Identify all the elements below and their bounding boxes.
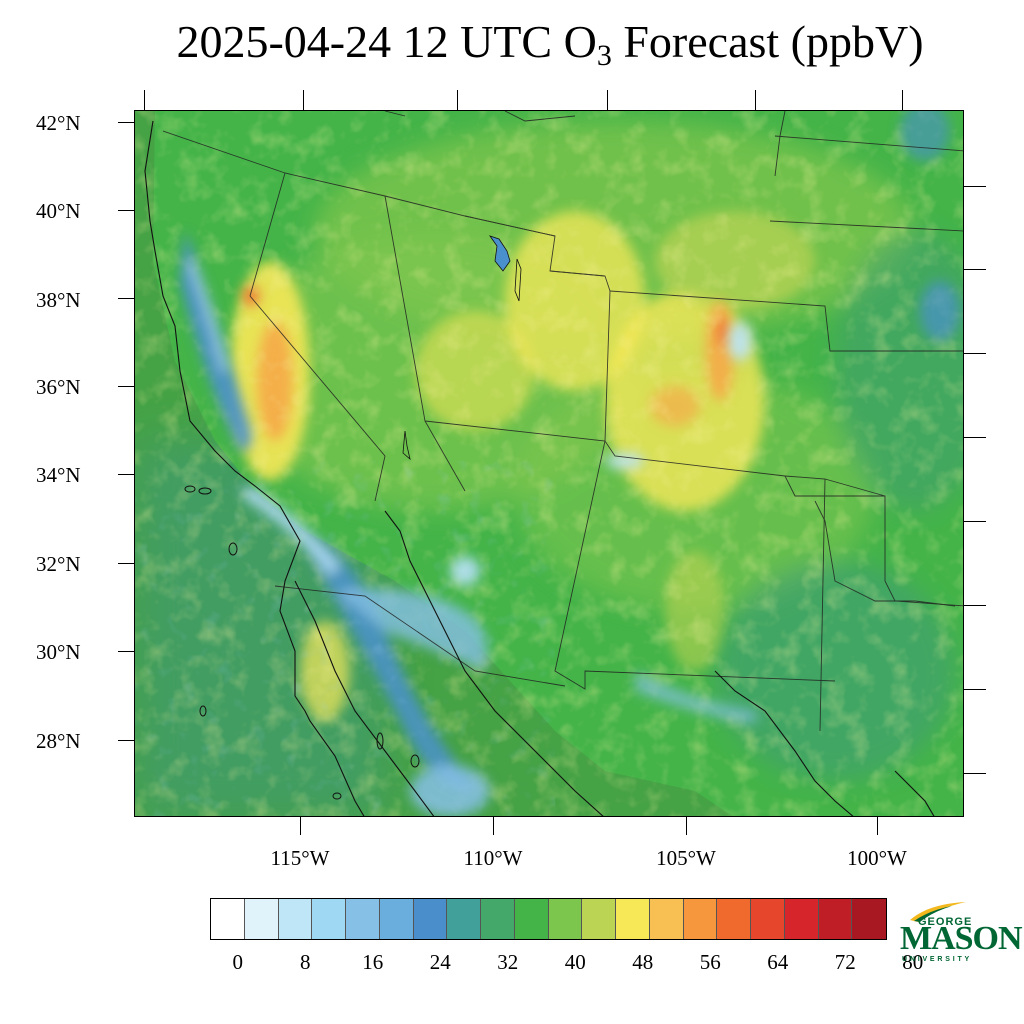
lat-label-38n: 38°N	[36, 288, 81, 312]
ozone-texture-blue	[135, 461, 555, 816]
colorbar	[210, 898, 887, 940]
tick-right-2	[964, 269, 986, 270]
tick-bottom-100	[877, 817, 878, 835]
ozone-map[interactable]	[134, 110, 964, 817]
tick-left-38	[118, 298, 134, 299]
lat-label-40n: 40°N	[36, 199, 81, 223]
colorbar-cell	[447, 899, 481, 939]
lon-label-110w: 110°W	[463, 846, 523, 870]
logo-university: UNIVERSITY	[902, 956, 973, 963]
lon-label-100w: 100°W	[847, 846, 907, 870]
tick-right-5	[964, 521, 986, 522]
colorbar-label: 32	[497, 950, 519, 974]
lat-label-30n: 30°N	[36, 640, 81, 664]
colorbar-label: 16	[362, 950, 384, 974]
colorbar-label: 48	[632, 950, 654, 974]
tick-left-32	[118, 563, 134, 564]
state-borders	[162, 111, 963, 732]
colorbar-cell	[346, 899, 380, 939]
colorbar-cell	[582, 899, 616, 939]
colorbar-cell	[211, 899, 245, 939]
tick-left-42	[118, 122, 134, 123]
tick-bottom-115	[300, 817, 301, 835]
logo-george: GEORGE	[918, 916, 973, 928]
colorbar-cell	[413, 899, 448, 939]
tick-right-8	[964, 773, 986, 774]
colorbar-label: 64	[767, 950, 789, 974]
colorbar-cell	[312, 899, 346, 939]
colorbar-cell	[481, 899, 515, 939]
lat-label-28n: 28°N	[36, 729, 81, 753]
colorbar-cell	[244, 899, 279, 939]
colorbar-cell	[751, 899, 785, 939]
title-prefix: 2025-04-24 12 UTC O	[176, 16, 597, 67]
tick-top-5	[755, 90, 756, 110]
colorbar-label: 80	[902, 950, 924, 974]
colorbar-label: 24	[429, 950, 451, 974]
colorbar-cell	[649, 899, 684, 939]
colorbar-label: 72	[834, 950, 856, 974]
colorbar-label: 8	[300, 950, 311, 974]
tick-right-7	[964, 689, 986, 690]
george-mason-logo: GEORGE MASON UNIVERSITY	[898, 900, 1023, 972]
tick-left-36	[118, 386, 134, 387]
title-subscript: 3	[596, 39, 612, 72]
lat-label-34n: 34°N	[36, 463, 81, 487]
tick-bottom-110	[493, 817, 494, 835]
logo-swoosh-icon	[910, 902, 966, 922]
colorbar-cell	[548, 899, 583, 939]
tick-left-30	[118, 651, 134, 652]
tick-top-1	[144, 90, 145, 110]
lat-label-32n: 32°N	[36, 552, 81, 576]
lat-label-42n: 42°N	[36, 111, 81, 135]
tick-bottom-105	[686, 817, 687, 835]
lakes	[402, 235, 522, 461]
ozone-map-canvas	[135, 111, 963, 816]
tick-left-40	[118, 210, 134, 211]
tick-top-3	[457, 90, 458, 110]
colorbar-cell	[818, 899, 853, 939]
colorbar-cell	[278, 899, 313, 939]
tick-left-28	[118, 740, 134, 741]
colorbar-cell	[717, 899, 751, 939]
tick-top-2	[303, 90, 304, 110]
tick-top-4	[607, 90, 608, 110]
tick-top-6	[902, 90, 903, 110]
coastlines	[144, 120, 935, 816]
colorbar-cell	[514, 899, 549, 939]
tick-right-4	[964, 437, 986, 438]
lon-label-115w: 115°W	[270, 846, 330, 870]
islands	[184, 485, 420, 800]
colorbar-cell	[683, 899, 718, 939]
map-title: 2025-04-24 12 UTC O3 Forecast (ppbV)	[0, 12, 1024, 86]
colorbar-label: 0	[232, 950, 244, 974]
tick-right-6	[964, 605, 986, 606]
logo-mason: MASON	[900, 920, 1023, 957]
colorbar-cell	[784, 899, 819, 939]
tick-right-1	[964, 186, 986, 187]
colorbar-cell	[379, 899, 414, 939]
tick-right-3	[964, 353, 986, 354]
tick-left-34	[118, 474, 134, 475]
colorbar-cell	[852, 899, 886, 939]
lat-label-36n: 36°N	[36, 375, 81, 399]
lon-label-105w: 105°W	[656, 846, 716, 870]
colorbar-label: 56	[699, 950, 721, 974]
title-suffix: Forecast (ppbV)	[611, 16, 924, 67]
colorbar-label: 40	[564, 950, 586, 974]
colorbar-cell	[616, 899, 650, 939]
